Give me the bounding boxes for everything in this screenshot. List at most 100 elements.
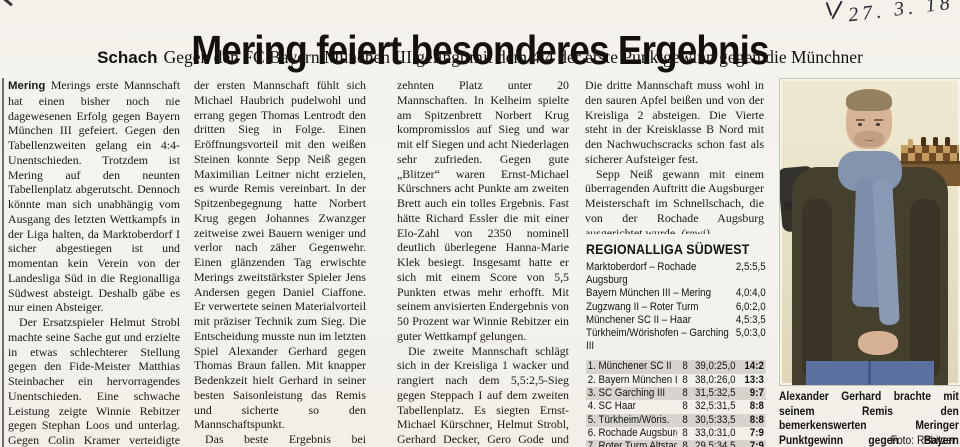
- author-signature: (rewi): [681, 225, 710, 235]
- subtitle-text: Gegen den FC Bayern München III gelingt …: [163, 47, 863, 67]
- match-result-row: Zugzwang II – Roter Turm 6,0:2,0: [586, 301, 766, 314]
- match-points: 9:7: [749, 387, 764, 400]
- article-photo: [779, 78, 960, 386]
- match-results: Marktoberdorf – Rochade Augsburg 2,5:5,5 …: [586, 261, 766, 353]
- paragraph-text: Merings erste Mannschaft hat einen bishe…: [8, 78, 180, 315]
- rank: 3.: [587, 387, 596, 400]
- text-column-4: Die dritte Mannschaft muss wohl in den s…: [585, 78, 764, 234]
- paragraph: Mering Merings erste Mannschaft hat eine…: [8, 78, 180, 315]
- paragraph: Die dritte Mannschaft muss wohl in den s…: [585, 78, 764, 166]
- article-subtitle: Schach Gegen den FC Bayern München III ge…: [0, 47, 960, 68]
- photo-caption: Alexander Gerhard brachte mit seinem Rem…: [779, 389, 959, 447]
- person-mouth: [864, 137, 875, 141]
- games-played: 8: [682, 440, 688, 447]
- chess-piece: [945, 137, 950, 146]
- person-eyebrow: [856, 119, 865, 121]
- games-played: 8: [682, 400, 688, 413]
- match-score: 4,5:3,5: [735, 313, 766, 326]
- text-column-3: zehnten Platz unter 20 Mannschaften. In …: [397, 78, 569, 447]
- kicker-label: Schach: [97, 48, 158, 67]
- chess-piece: [933, 137, 938, 146]
- scan-corner-mark: [0, 0, 13, 7]
- board-points: 32,5:31,5: [694, 400, 736, 413]
- standings-row: 2. Bayern München III 8 38,0:26,0 13:3: [586, 374, 766, 387]
- standings-row: 4. SC Haar 8 32,5:31,5 8:8: [586, 400, 766, 413]
- league-scoreboard: REGIONALLIGA SÜDWEST Marktoberdorf – Roc…: [586, 241, 766, 447]
- match-score: 5,0:3,0: [735, 327, 766, 340]
- rank: 2.: [587, 373, 596, 386]
- chess-piece: [908, 139, 913, 148]
- team-name: Rochade Augsburg: [598, 426, 678, 439]
- games-played: 8: [682, 360, 688, 373]
- rank: 1.: [587, 360, 596, 373]
- person-eyebrow: [874, 119, 883, 121]
- person-jeans-seam: [868, 361, 871, 385]
- team-name: SC Haar: [598, 400, 636, 413]
- match-result-row: Bayern München III – Mering 4,0:4,0: [586, 287, 766, 300]
- text-column-2: der ersten Mannschaft fühlt sich Michael…: [194, 78, 366, 447]
- scoreboard-title: REGIONALLIGA SÜDWEST: [586, 241, 750, 257]
- paragraph: Der Ersatzspieler Helmut Strobl machte s…: [8, 315, 180, 447]
- team-name: SC Garching III: [598, 387, 666, 400]
- standings-table: 1. Münchener SC II 8 39,0:25,0 14:2 2. Bayern…: [586, 360, 766, 447]
- board-points: 39,0:25,0: [694, 360, 736, 373]
- article-headline: Mering feiert besonderes Ergebnis: [191, 27, 769, 74]
- paragraph: der ersten Mannschaft fühlt sich Michael…: [194, 78, 366, 432]
- board-points: 38,0:26,0: [694, 373, 736, 386]
- team-name: Bayern München III: [598, 373, 678, 386]
- board-points: 29,5:34,5: [694, 440, 736, 447]
- match-score: 4,0:4,0: [735, 287, 766, 300]
- games-played: 8: [682, 413, 688, 426]
- match-result-row: Münchener SC II – Haar 4,5:3,5: [586, 314, 766, 327]
- match-result-row: Marktoberdorf – Rochade Augsburg 2,5:5,5: [586, 261, 766, 287]
- caption-text: Alexander Gerhard brachte mit seinem Rem…: [779, 389, 959, 447]
- person-hair: [846, 89, 892, 111]
- paragraph-text: Sepp Neiß gewann mit einem überragenden …: [585, 166, 764, 235]
- paragraph: Die zweite Mannschaft schlägt sich in de…: [397, 343, 569, 447]
- chess-board-row: [901, 153, 959, 161]
- handwritten-date: 27. 3. 18: [846, 0, 955, 27]
- match-pairing: Türkheim/Wörishofen – Garching III: [586, 327, 729, 353]
- photo-credit: Foto: Rebitzer: [890, 432, 956, 447]
- jacket-arm-left: [802, 199, 832, 379]
- standings-row: 3. SC Garching III 8 31,5:32,5 9:7: [586, 387, 766, 401]
- text-column-1: Mering Merings erste Mannschaft hat eine…: [8, 78, 180, 447]
- match-pairing: Marktoberdorf – Rochade Augsburg: [586, 261, 697, 287]
- person-hands: [858, 331, 898, 355]
- games-played: 8: [682, 387, 688, 400]
- match-pairing: Zugzwang II – Roter Turm: [586, 300, 699, 313]
- paragraph: Das beste Ergebnis bei bayerischen Titel…: [194, 432, 366, 447]
- pen-stroke-icon: [831, 0, 843, 20]
- rank: 4.: [587, 400, 596, 413]
- match-points: 14:2: [744, 360, 764, 373]
- person-eye: [876, 123, 880, 126]
- board-points: 33,0:31,0: [694, 426, 736, 439]
- match-score: 6,0:2,0: [735, 300, 766, 313]
- match-points: 8:8: [749, 400, 764, 413]
- match-points: 8:8: [749, 413, 764, 426]
- team-name: Roter Turm Altstadt: [598, 440, 678, 447]
- games-played: 8: [682, 373, 688, 386]
- standings-row: 5. Türkheim/Wöris. 8 30,5:33,5 8:8: [586, 413, 766, 427]
- pen-stroke-icon: [825, 2, 833, 16]
- match-points: 7:9: [749, 440, 764, 447]
- scan-edge-line: [2, 78, 4, 447]
- paragraph: Sepp Neiß gewann mit einem überragenden …: [585, 167, 764, 235]
- board-points: 30,5:33,5: [694, 413, 736, 426]
- standings-row: 6. Rochade Augsburg 8 33,0:31,0 7:9: [586, 427, 766, 440]
- match-pairing: Bayern München III – Mering: [586, 287, 712, 300]
- match-score: 2,5:5,5: [735, 261, 766, 273]
- board-points: 31,5:32,5: [694, 387, 736, 400]
- match-points: 13:3: [744, 373, 764, 386]
- chess-piece: [921, 137, 926, 146]
- match-result-row: Türkheim/Wörishofen – Garching III 5,0:3,…: [586, 327, 766, 353]
- jacket-arm-right: [910, 199, 940, 379]
- lead-in-label: Mering: [8, 80, 46, 92]
- match-points: 7:9: [749, 426, 764, 439]
- paragraph: zehnten Platz unter 20 Mannschaften. In …: [397, 78, 569, 343]
- rank: 7.: [587, 440, 596, 447]
- games-played: 8: [682, 426, 688, 439]
- standings-row: 1. Münchener SC II 8 39,0:25,0 14:2: [586, 360, 766, 374]
- rank: 5.: [587, 413, 596, 426]
